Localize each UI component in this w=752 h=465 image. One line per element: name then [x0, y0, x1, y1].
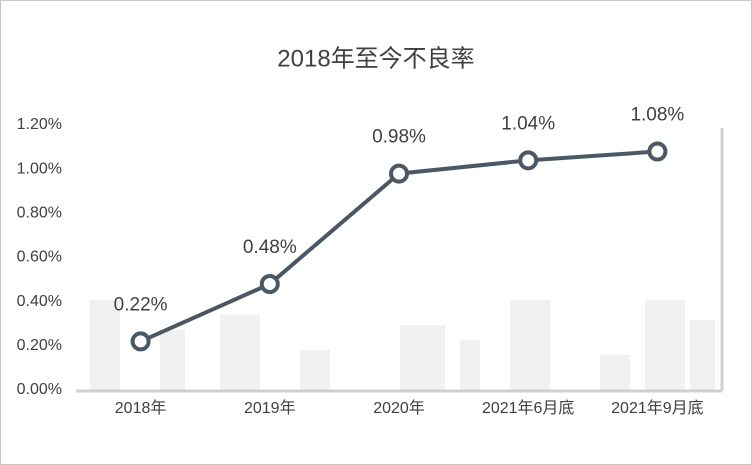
x-tick-label: 2020年: [373, 399, 425, 417]
marker: [389, 163, 409, 184]
y-tick-label: 0.00%: [17, 381, 62, 398]
y-tick-label: 0.60%: [17, 249, 62, 266]
data-label: 1.04%: [501, 113, 555, 134]
x-tick-label: 2019年: [244, 399, 296, 417]
data-label: 0.98%: [372, 127, 426, 148]
y-tick-label: 1.00%: [17, 160, 62, 177]
x-tick-label: 2021年9月底: [611, 399, 704, 417]
y-tick-label: 1.20%: [17, 116, 62, 133]
data-label: 1.08%: [630, 105, 684, 126]
y-tick-label: 0.40%: [17, 293, 62, 310]
y-tick-label: 0.80%: [17, 205, 62, 222]
marker: [518, 150, 539, 171]
x-tick-label: 2018年: [115, 399, 167, 417]
marker: [259, 274, 280, 294]
y-tick-label: 0.20%: [17, 337, 62, 354]
chart-title: 2018年至今不良率: [277, 45, 474, 72]
data-label: 0.22%: [114, 294, 168, 315]
data-label: 0.48%: [243, 237, 297, 258]
marker: [647, 141, 668, 162]
marker: [130, 331, 151, 352]
x-tick-label: 2021年6月底: [482, 399, 575, 417]
skyline: [90, 300, 715, 390]
